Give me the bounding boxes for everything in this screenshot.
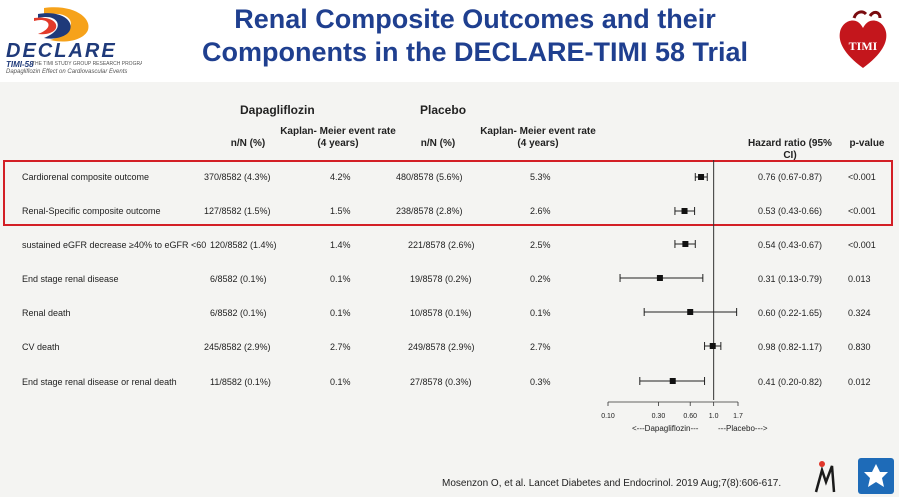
logo-wordmark: DECLARE <box>6 40 117 62</box>
row-placebo-n: 238/8578 (2.8%) <box>396 206 463 216</box>
row-label: sustained eGFR decrease ≥40% to eGFR <60 <box>22 240 207 250</box>
row-dapa-km: 0.1% <box>330 308 351 318</box>
row-dapa-n: 11/8582 (0.1%) <box>210 377 271 387</box>
logo-tagline: Dapagliflozin Effect on Cardiovascular E… <box>6 69 128 75</box>
declare-swoosh-icon <box>34 7 89 42</box>
row-hr: 0.53 (0.43-0.66) <box>758 206 823 216</box>
row-placebo-km: 2.6% <box>530 206 551 216</box>
row-label: Renal death <box>22 308 71 318</box>
row-p: 0.324 <box>848 308 871 318</box>
row-placebo-n: 480/8578 (5.6%) <box>396 172 463 182</box>
row-dapa-n: 370/8582 (4.3%) <box>204 172 271 182</box>
title-line-1: Renal Composite Outcomes and their <box>234 4 716 34</box>
row-hr: 0.31 (0.13-0.79) <box>758 274 823 284</box>
hr-point <box>709 343 716 349</box>
row-dapa-n: 245/8582 (2.9%) <box>204 342 271 352</box>
row-placebo-n: 10/8578 (0.1%) <box>410 308 472 318</box>
row-p: <0.001 <box>848 240 876 250</box>
placebo-km-header: Kaplan- Meier event rate (4 years) <box>478 126 598 150</box>
row-p: 0.013 <box>848 274 871 284</box>
row-placebo-n: 19/8578 (0.2%) <box>410 274 472 284</box>
dapa-n-header: n/N (%) <box>230 138 266 149</box>
row-placebo-km: 5.3% <box>530 172 551 182</box>
dapagliflozin-header: Dapagliflozin <box>240 103 315 117</box>
placebo-header: Placebo <box>420 103 467 117</box>
x-tick-label: 0.10 <box>601 413 615 420</box>
axis-right-label: ---Placebo---> <box>718 424 768 433</box>
highlight-box <box>3 160 893 226</box>
row-dapa-n: 127/8582 (1.5%) <box>204 206 271 216</box>
row-dapa-km: 2.7% <box>330 342 351 352</box>
row-placebo-km: 2.7% <box>530 342 551 352</box>
hr-point <box>681 208 688 214</box>
row-placebo-km: 2.5% <box>530 240 551 250</box>
timi-badge-text: TIMI <box>849 39 878 53</box>
slide-body <box>0 82 899 497</box>
timi-heart-icon: TIMI <box>839 10 887 68</box>
dapa-km-header: Kaplan- Meier event rate (4 years) <box>278 126 398 150</box>
row-p: <0.001 <box>848 172 876 182</box>
row-placebo-n: 221/8578 (2.6%) <box>408 240 475 250</box>
citation: Mosenzon O, et al. Lancet Diabetes and E… <box>442 478 782 489</box>
placebo-km-header-line1: Kaplan- Meier event rate <box>480 126 596 137</box>
hr-point <box>656 275 663 281</box>
row-p: 0.012 <box>848 377 871 387</box>
row-dapa-n: 120/8582 (1.4%) <box>210 240 277 250</box>
placebo-km-header-line2: (4 years) <box>517 138 559 149</box>
x-tick-label: 0.60 <box>683 413 697 420</box>
row-label: Renal-Specific composite outcome <box>22 206 161 216</box>
row-dapa-km: 1.5% <box>330 206 351 216</box>
flame-figure-icon <box>814 461 836 493</box>
row-p: <0.001 <box>848 206 876 216</box>
row-label: Cardiorenal composite outcome <box>22 172 150 182</box>
row-hr: 0.98 (0.82-1.17) <box>758 342 823 352</box>
row-dapa-km: 0.1% <box>330 377 351 387</box>
logo-sub-small: THE TIMI STUDY GROUP RESEARCH PROGRAM <box>32 61 142 67</box>
hadassah-logo <box>808 458 838 494</box>
p-value-header: p-value <box>849 138 885 149</box>
x-tick-label: 0.30 <box>652 413 666 420</box>
logo-trial-id: TIMI-58 <box>6 60 34 69</box>
row-hr: 0.41 (0.20-0.82) <box>758 377 823 387</box>
row-dapa-n: 6/8582 (0.1%) <box>210 274 267 284</box>
row-hr: 0.60 (0.22-1.65) <box>758 308 823 318</box>
x-tick-label: 1.0 <box>709 413 719 420</box>
row-dapa-km: 0.1% <box>330 274 351 284</box>
declare-logo: DECLARE TIMI-58 THE TIMI STUDY GROUP RES… <box>4 4 154 76</box>
row-dapa-n: 6/8582 (0.1%) <box>210 308 267 318</box>
row-placebo-km: 0.2% <box>530 274 551 284</box>
hr-point <box>669 378 676 384</box>
row-dapa-km: 1.4% <box>330 240 351 250</box>
hr-point <box>687 309 694 315</box>
row-hr: 0.76 (0.67-0.87) <box>758 172 823 182</box>
row-p: 0.830 <box>848 342 871 352</box>
row-hr: 0.54 (0.43-0.67) <box>758 240 823 250</box>
row-placebo-km: 0.3% <box>530 377 551 387</box>
institution-logo <box>856 456 896 496</box>
row-placebo-n: 27/8578 (0.3%) <box>410 377 472 387</box>
dapa-km-header-line1: Kaplan- Meier event rate <box>280 126 396 137</box>
title-line-2: Components in the DECLARE-TIMI 58 Trial <box>201 37 749 67</box>
axis-left-label: <---Dapagliflozin--- <box>632 424 699 433</box>
hr-point <box>698 174 705 180</box>
slide-header: DECLARE TIMI-58 THE TIMI STUDY GROUP RES… <box>0 0 899 82</box>
row-placebo-km: 0.1% <box>530 308 551 318</box>
dapa-km-header-line2: (4 years) <box>317 138 359 149</box>
hr-point <box>682 241 689 247</box>
row-label: End stage renal disease or renal death <box>22 377 177 387</box>
star-shield-icon <box>858 458 894 494</box>
placebo-n-header: n/N (%) <box>420 138 456 149</box>
row-placebo-n: 249/8578 (2.9%) <box>408 342 475 352</box>
slide-title: Renal Composite Outcomes and their Compo… <box>155 3 795 69</box>
row-label: CV death <box>22 342 60 352</box>
row-label: End stage renal disease <box>22 274 119 284</box>
x-tick-label: 1.7 <box>733 413 743 420</box>
hazard-ratio-header: Hazard ratio (95% CI) <box>748 138 832 161</box>
forest-plot: 0.10 0.30 0.60 1.0 1.7 <box>601 160 743 420</box>
row-dapa-km: 4.2% <box>330 172 351 182</box>
timi-logo: TIMI <box>834 8 892 72</box>
